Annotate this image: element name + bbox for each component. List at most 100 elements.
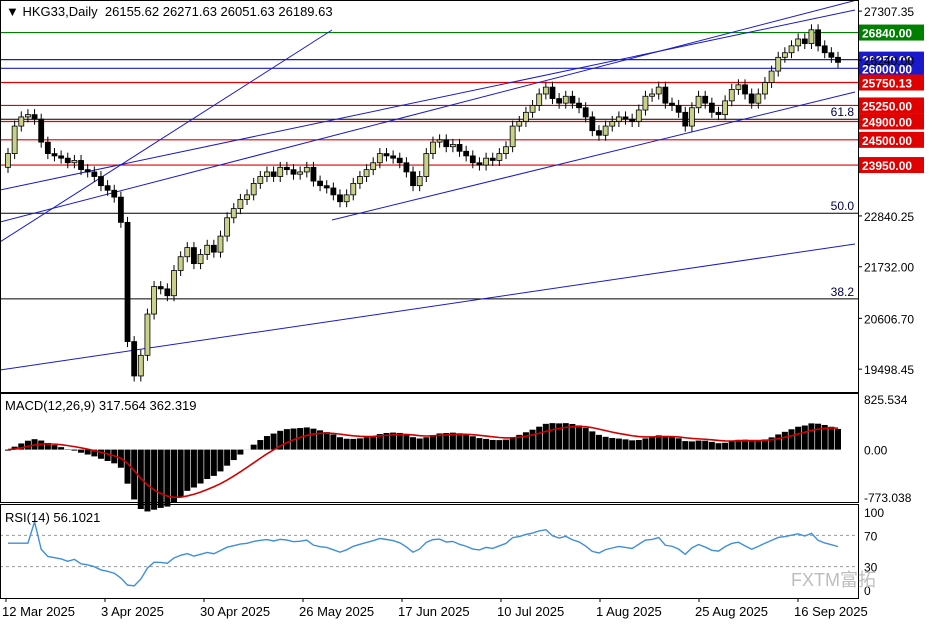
macd-histogram-bar bbox=[390, 432, 397, 450]
candle-body bbox=[111, 189, 118, 198]
macd-histogram-bar bbox=[569, 423, 576, 450]
macd-histogram-bar bbox=[788, 429, 795, 450]
rsi-tick-label: 30 bbox=[864, 561, 878, 575]
candle-body bbox=[708, 102, 715, 113]
macd-histogram-bar bbox=[303, 427, 310, 450]
macd-histogram-bar bbox=[503, 439, 509, 450]
candle-body bbox=[297, 171, 304, 175]
macd-histogram-bar bbox=[370, 435, 377, 450]
candle-body bbox=[542, 86, 549, 95]
candle-body bbox=[801, 38, 808, 44]
candle-body bbox=[104, 185, 111, 191]
candle-body bbox=[204, 244, 211, 255]
macd-histogram-bar bbox=[715, 443, 722, 450]
macd-histogram-bar bbox=[509, 437, 516, 450]
macd-histogram-bar bbox=[702, 440, 709, 450]
rsi-line bbox=[8, 519, 839, 587]
macd-histogram-bar bbox=[662, 435, 669, 450]
candle-body bbox=[728, 89, 735, 102]
macd-histogram-bar bbox=[396, 432, 403, 450]
price-level-tag bbox=[858, 113, 924, 130]
candle-body bbox=[503, 146, 509, 154]
macd-histogram-bar bbox=[5, 449, 11, 451]
macd-histogram-bar bbox=[549, 423, 556, 450]
trend-channel-line bbox=[0, 0, 858, 223]
macd-histogram-bar bbox=[602, 436, 609, 450]
candle-body bbox=[768, 70, 775, 83]
candle-body bbox=[184, 247, 191, 258]
macd-histogram-bar bbox=[58, 447, 65, 450]
candle-body bbox=[781, 52, 788, 58]
macd-histogram-bar bbox=[376, 434, 383, 450]
candle-body bbox=[244, 194, 250, 200]
fib-level-label: 38.2 bbox=[831, 285, 855, 299]
candle-body bbox=[157, 286, 164, 290]
candle-body bbox=[808, 29, 815, 44]
candle-body bbox=[290, 169, 297, 175]
macd-histogram-bar bbox=[463, 434, 470, 450]
macd-histogram-bar bbox=[310, 428, 317, 450]
macd-histogram-bar bbox=[71, 449, 78, 451]
candle-body bbox=[91, 171, 98, 177]
macd-histogram-bar bbox=[323, 432, 330, 450]
candle-body bbox=[51, 153, 58, 157]
macd-histogram-bar bbox=[24, 440, 31, 450]
symbol-label: HKG33,Daily bbox=[22, 4, 98, 19]
macd-histogram-bar bbox=[44, 442, 51, 450]
time-tick-label: 1 Aug 2025 bbox=[596, 604, 662, 619]
macd-histogram-bar bbox=[151, 449, 158, 510]
macd-histogram-bar bbox=[84, 449, 91, 455]
candle-body bbox=[662, 86, 669, 104]
price-tick-label: 21732.00 bbox=[864, 261, 914, 275]
candle-body bbox=[164, 288, 171, 297]
macd-histogram-bar bbox=[576, 425, 583, 450]
candle-body bbox=[396, 157, 403, 164]
price-level-label: 24900.00 bbox=[862, 115, 912, 129]
macd-histogram-bar bbox=[410, 437, 417, 450]
candle-body bbox=[264, 171, 270, 177]
candle-body bbox=[436, 139, 443, 143]
triangle-down-icon[interactable]: ▼ bbox=[6, 4, 19, 19]
price-level-label: 26000.00 bbox=[862, 62, 912, 76]
macd-histogram-bar bbox=[536, 426, 543, 450]
candle-body bbox=[675, 105, 682, 113]
macd-histogram-bar bbox=[416, 438, 423, 450]
macd-histogram-bar bbox=[529, 429, 536, 450]
macd-histogram-bar bbox=[51, 445, 58, 450]
candle-body bbox=[363, 169, 370, 177]
candle-body bbox=[11, 125, 18, 154]
candle-body bbox=[795, 38, 802, 47]
candle-body bbox=[549, 86, 556, 99]
candle-body bbox=[250, 182, 257, 196]
macd-histogram-bar bbox=[735, 439, 742, 450]
macd-histogram-bar bbox=[343, 438, 350, 450]
candle-body bbox=[5, 153, 11, 168]
macd-histogram-bar bbox=[403, 434, 410, 450]
candle-body bbox=[303, 166, 310, 173]
macd-histogram-bar bbox=[469, 436, 476, 450]
macd-histogram-bar bbox=[801, 425, 808, 450]
candle-body bbox=[390, 155, 397, 159]
main-price-panel: 26840.0026250.0026000.0025750.1325250.00… bbox=[0, 0, 924, 382]
price-tick-label: 26240.00 bbox=[864, 54, 914, 68]
candle-body bbox=[556, 98, 563, 104]
macd-histogram-bar bbox=[449, 432, 456, 450]
macd-histogram-bar bbox=[11, 446, 18, 450]
candle-body bbox=[71, 160, 78, 164]
macd-histogram-bar bbox=[297, 428, 304, 450]
macd-histogram-bar bbox=[483, 438, 490, 450]
macd-histogram-bar bbox=[78, 449, 85, 453]
candle-body bbox=[64, 157, 71, 164]
price-level-tag bbox=[858, 157, 924, 174]
candle-body bbox=[277, 166, 284, 177]
main-frame bbox=[0, 0, 859, 393]
macd-histogram-bar bbox=[682, 441, 689, 450]
candle-body bbox=[310, 166, 317, 182]
candle-body bbox=[283, 166, 290, 171]
price-tick-label: 27307.35 bbox=[864, 5, 914, 19]
candle-body bbox=[615, 116, 622, 122]
macd-histogram-bar bbox=[18, 443, 25, 450]
macd-histogram-bar bbox=[669, 436, 675, 450]
time-tick-label: 25 Aug 2025 bbox=[695, 604, 768, 619]
macd-tick-label: 0.00 bbox=[864, 444, 888, 458]
